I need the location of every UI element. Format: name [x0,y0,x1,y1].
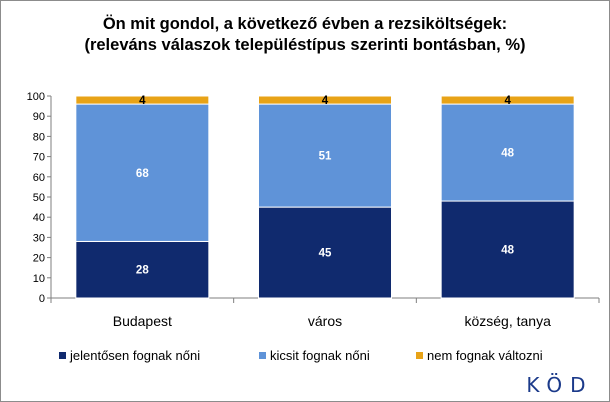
y-tick-label: 80 [33,131,45,143]
legend-label: kicsit fognak nőni [270,348,370,363]
data-label: 68 [136,168,149,180]
data-label: 48 [501,148,514,160]
bar-segment [258,103,392,208]
legend-swatch [59,352,66,359]
data-label: 4 [322,95,329,107]
data-label: 4 [139,95,146,107]
data-label: 48 [501,245,514,257]
bar-segment [440,200,575,299]
y-tick-label: 20 [33,253,45,265]
logo-text: KÖD [526,373,594,397]
bar-segment [440,95,575,105]
y-tick-label: 0 [39,293,45,305]
y-tick-label: 60 [33,172,45,184]
x-tick-label: község, tanya [464,313,551,329]
bar-segment [258,206,392,299]
legend-swatch [259,352,266,359]
legend-label: jelentősen fognak nőni [70,348,201,363]
y-tick-label: 70 [33,152,45,164]
data-label: 4 [504,95,511,107]
bar-segment [258,95,392,105]
legend-item: kicsit fognak nőni [259,348,370,363]
data-label: 45 [319,248,332,260]
y-tick-label: 30 [33,232,45,244]
y-tick-label: 10 [33,273,45,285]
y-tick-label: 100 [27,91,45,103]
logo: KÖD [518,373,602,397]
legend-item: nem fognak változni [416,348,543,363]
y-tick-label: 40 [33,212,45,224]
chart-title-line-1: Ön mit gondol, a következő évben a rezsi… [102,15,508,33]
y-tick-label: 50 [33,192,45,204]
chart-title: Ön mit gondol, a következő évben a rezsi… [0,14,610,56]
data-label: 28 [136,265,149,277]
bar-segment [75,95,210,105]
x-tick-label: Budapest [113,313,172,329]
data-label: 51 [319,151,332,163]
x-tick-label: város [308,313,342,329]
legend-label: nem fognak változni [427,348,543,363]
bar-segment [440,103,575,202]
y-tick-label: 90 [33,111,45,123]
legend-item: jelentősen fognak nőni [59,348,200,363]
chart-title-line-2: (releváns válaszok településtípus szerin… [84,36,526,54]
legend-swatch [416,352,423,359]
